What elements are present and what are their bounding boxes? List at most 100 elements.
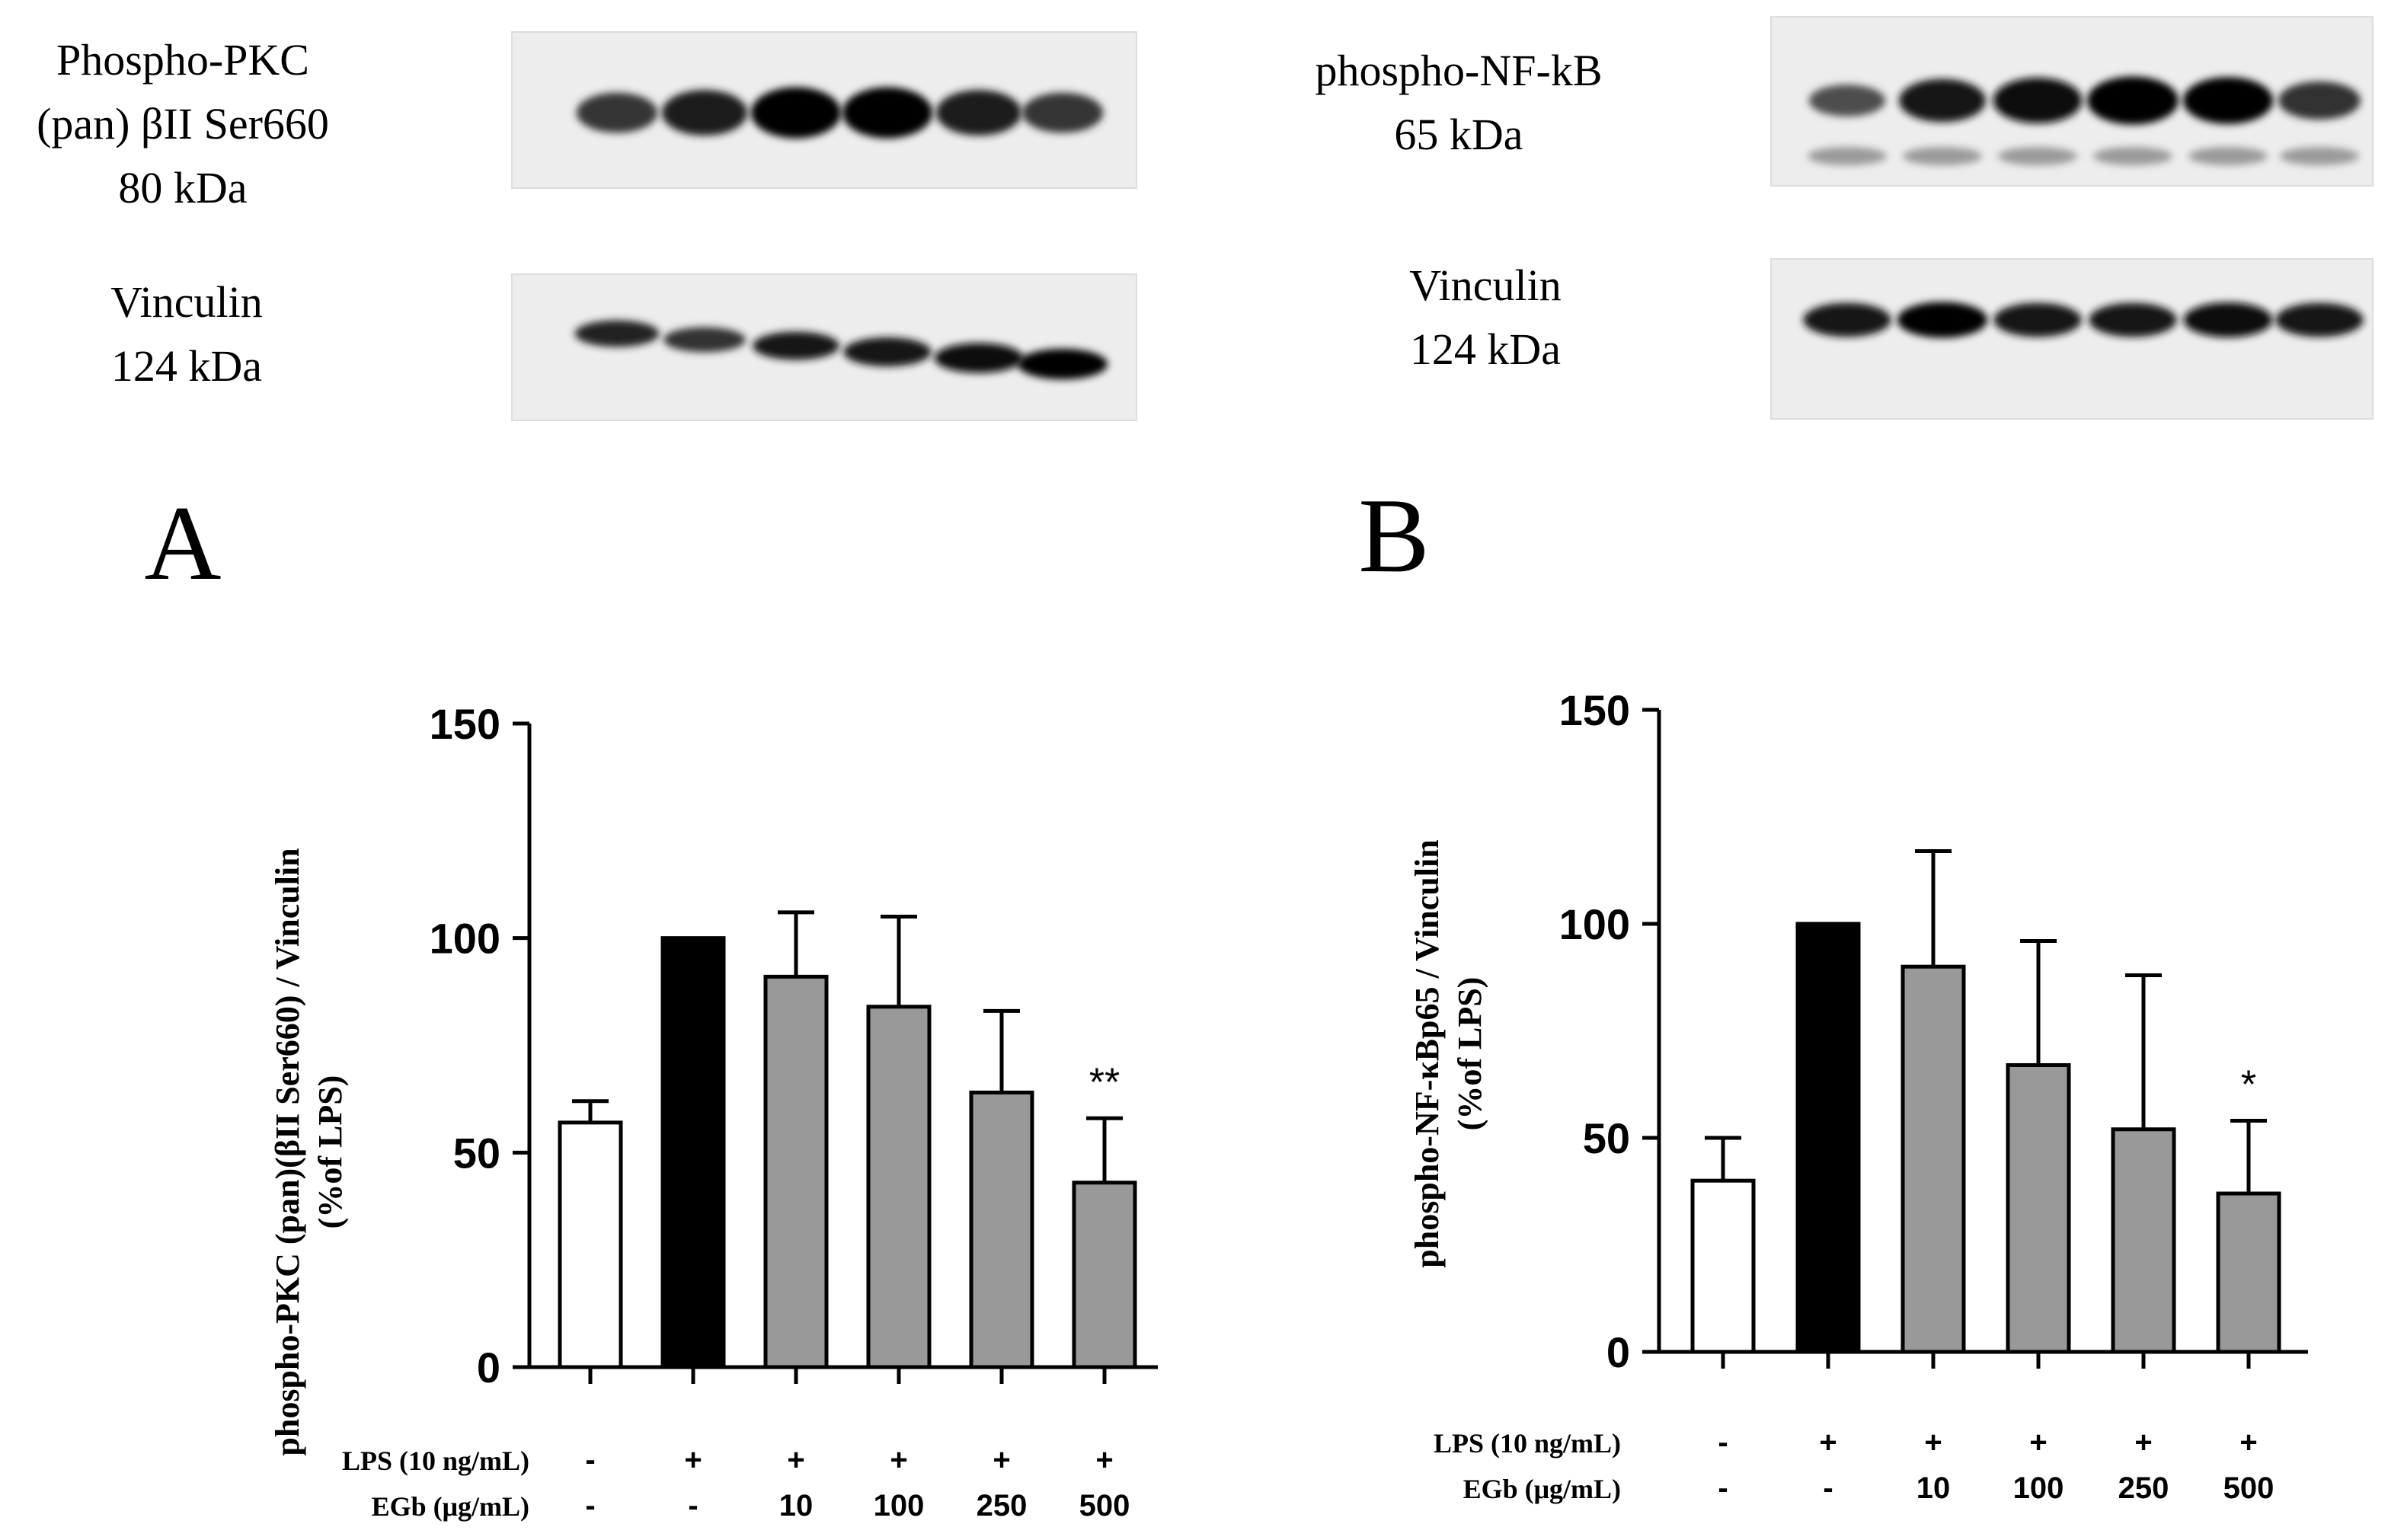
- blot-right-top-secondary-band: [2280, 147, 2359, 165]
- treatment-value: +: [890, 1443, 907, 1477]
- treatment-value: 500: [2223, 1471, 2275, 1505]
- treatment-value: -: [688, 1489, 698, 1522]
- y-axis-label: phospho-NF-κBp65 / Vinculin: [1408, 839, 1446, 1267]
- treatment-value: -: [1718, 1471, 1728, 1505]
- blot-right-top-band: [2182, 77, 2274, 124]
- treatment-row-label: EGb (μg/mL): [1463, 1474, 1621, 1504]
- blot-left-top-band: [750, 87, 842, 139]
- blot-right-top-label-line2: 65 kDa: [1394, 110, 1523, 159]
- blot-right-top-secondary-band: [2093, 147, 2172, 165]
- y-axis-label: (%of LPS): [312, 1075, 349, 1229]
- treatment-value: 250: [977, 1489, 1028, 1522]
- treatment-value: 250: [2118, 1471, 2169, 1505]
- blot-left-bottom-label-line1: Vinculin: [110, 277, 263, 327]
- blot-right-top-band: [1899, 78, 1986, 123]
- y-tick-label: 0: [477, 1344, 500, 1391]
- significance-marker: **: [1089, 1060, 1120, 1104]
- treatment-value: +: [1924, 1426, 1942, 1459]
- y-tick-label: 100: [430, 915, 500, 963]
- blot-left-top-band: [935, 90, 1022, 136]
- blot-left-top-band: [1021, 92, 1104, 133]
- bar-chart-b: 0 50 100 150 phospho-NF-κBp65 / Vinculin (%of…: [1408, 686, 2308, 1505]
- blot-right-bottom-label-line1: Vinculin: [1409, 260, 1562, 310]
- y-tick-label: 100: [1559, 900, 1630, 948]
- treatment-row-label: LPS (10 ng/mL): [1434, 1428, 1621, 1459]
- blot-left-bottom-band: [663, 327, 746, 353]
- y-tick-label: 150: [430, 700, 500, 748]
- blot-left-top-band: [842, 87, 933, 139]
- y-axis-label: phospho-PKC (pan)(βII Ser660) / Vinculin: [269, 848, 306, 1455]
- blot-right-top-band: [2278, 81, 2361, 120]
- blot-right-top-secondary-band: [1903, 147, 1982, 165]
- bar: [1795, 922, 1861, 1354]
- bar-chart-a: 0 50 100 150 phospho-PKC (pan)(βII Ser660) /…: [269, 700, 1158, 1522]
- blot-left-bottom-band: [753, 331, 839, 360]
- treatment-value: +: [684, 1443, 702, 1477]
- blot-right-bottom-band: [2089, 302, 2177, 337]
- blot-right-bottom-band: [1993, 302, 2082, 337]
- bar: [2111, 1127, 2176, 1354]
- bar: [558, 1120, 623, 1369]
- bar: [866, 1005, 932, 1369]
- blot-left-top-label-line3: 80 kDa: [118, 163, 247, 212]
- blot-left-bottom-label-line2: 124 kDa: [111, 341, 262, 391]
- treatment-value: +: [993, 1443, 1010, 1477]
- y-tick-label: 50: [1583, 1114, 1630, 1162]
- blot-right-bottom-band: [1803, 302, 1891, 337]
- treatment-value: +: [1819, 1426, 1837, 1459]
- blot-right-bottom-background: [1770, 258, 2374, 420]
- treatment-value: +: [2134, 1426, 2152, 1459]
- treatment-value: 100: [874, 1489, 925, 1522]
- treatment-value: +: [2029, 1426, 2047, 1459]
- blot-left-top-label-line2: (pan) βII Ser660: [37, 99, 329, 149]
- treatment-value: 500: [1079, 1489, 1130, 1522]
- blot-left-top-label-line1: Phospho-PKC: [56, 35, 309, 85]
- blot-right-bottom-band: [2275, 302, 2364, 337]
- treatment-value: -: [585, 1489, 595, 1522]
- bar: [1072, 1181, 1137, 1369]
- blot-left-bottom-band: [574, 320, 660, 347]
- treatment-row-label: EGb (μg/mL): [372, 1491, 529, 1522]
- blot-left-top-band: [576, 92, 658, 133]
- significance-marker: *: [2241, 1063, 2256, 1107]
- y-axis-label: (%of LPS): [1451, 977, 1488, 1131]
- treatment-value: 10: [1916, 1471, 1951, 1505]
- treatment-value: +: [1095, 1443, 1113, 1477]
- western-blot-images: [511, 16, 2374, 421]
- blot-right-top-secondary-band: [1808, 147, 1887, 165]
- treatment-value: -: [585, 1443, 595, 1477]
- blot-right-top-band: [1808, 85, 1886, 117]
- treatment-value: 100: [2013, 1471, 2064, 1505]
- y-tick-label: 50: [453, 1129, 500, 1177]
- bar: [969, 1090, 1034, 1369]
- y-tick-label: 0: [1606, 1328, 1630, 1376]
- blot-right-bottom-band: [2183, 302, 2273, 337]
- treatment-value: 10: [779, 1489, 814, 1522]
- blot-left-bottom-band: [1017, 348, 1108, 380]
- y-tick-label: 150: [1559, 686, 1630, 734]
- treatment-row-label: LPS (10 ng/mL): [342, 1446, 529, 1476]
- blot-right-top-band: [1993, 78, 2083, 123]
- bar: [1900, 964, 1966, 1354]
- bar: [660, 936, 726, 1369]
- blot-left-bottom-band: [843, 337, 932, 367]
- bar: [763, 974, 829, 1369]
- blot-right-top-secondary-band: [2188, 147, 2268, 165]
- bar: [2006, 1062, 2071, 1354]
- blot-right-bottom-band: [1897, 302, 1988, 338]
- blot-right-top-label-line1: phospho-NF-kB: [1315, 46, 1602, 95]
- bar: [1690, 1178, 1756, 1354]
- blot-right-top-secondary-band: [1998, 147, 2077, 165]
- panel-label-a: A: [144, 484, 221, 602]
- blot-right-top-band: [2087, 76, 2179, 125]
- treatment-value: -: [1823, 1471, 1833, 1505]
- treatment-value: +: [2239, 1426, 2257, 1459]
- treatment-value: -: [1718, 1426, 1728, 1459]
- treatment-value: +: [787, 1443, 804, 1477]
- bar: [2216, 1191, 2281, 1354]
- blot-left-top-band: [661, 90, 748, 136]
- blot-left-bottom-band: [934, 343, 1024, 373]
- panel-label-b: B: [1358, 477, 1429, 595]
- blot-right-bottom-label-line2: 124 kDa: [1410, 324, 1561, 374]
